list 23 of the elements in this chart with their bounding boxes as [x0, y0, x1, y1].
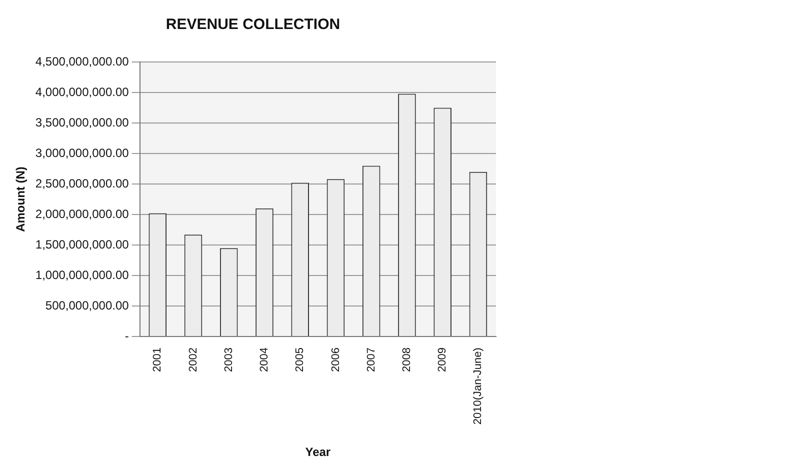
x-tick-label: 2006 — [330, 348, 342, 372]
x-tick-label: 2003 — [222, 348, 235, 372]
y-tick-label: 2,000,000,000.00 — [35, 206, 130, 221]
x-axis-title: Year — [305, 445, 331, 460]
x-tick-label: 2001 — [152, 348, 164, 372]
y-tick-label: 1,500,000,000.00 — [35, 237, 130, 252]
chart-title: REVENUE COLLECTION — [166, 16, 340, 34]
y-tick-label: 1,000,000,000.00 — [35, 268, 130, 282]
y-axis-title: Amount (N) — [14, 166, 28, 232]
x-tick-label: 2008 — [400, 348, 413, 372]
x-tick-label: 2002 — [187, 348, 200, 372]
y-tick-label: 2,500,000,000.00 — [35, 176, 130, 190]
x-tick-label: 2007 — [365, 348, 378, 372]
y-tick-label: 4,000,000,000.00 — [35, 84, 130, 99]
y-tick-label: 3,500,000,000.00 — [35, 115, 130, 130]
x-tick-label: 2010(Jan-June) — [472, 348, 484, 425]
y-tick-label: 4,500,000,000.00 — [35, 54, 130, 68]
y-tick-label: 3,000,000,000.00 — [35, 146, 130, 160]
y-tick-label: 500,000,000.00 — [45, 298, 130, 312]
x-tick-label: 2005 — [294, 348, 306, 372]
y-tick-label: - — [124, 328, 129, 343]
x-tick-label: 2009 — [436, 348, 449, 372]
x-tick-label: 2004 — [258, 348, 271, 372]
